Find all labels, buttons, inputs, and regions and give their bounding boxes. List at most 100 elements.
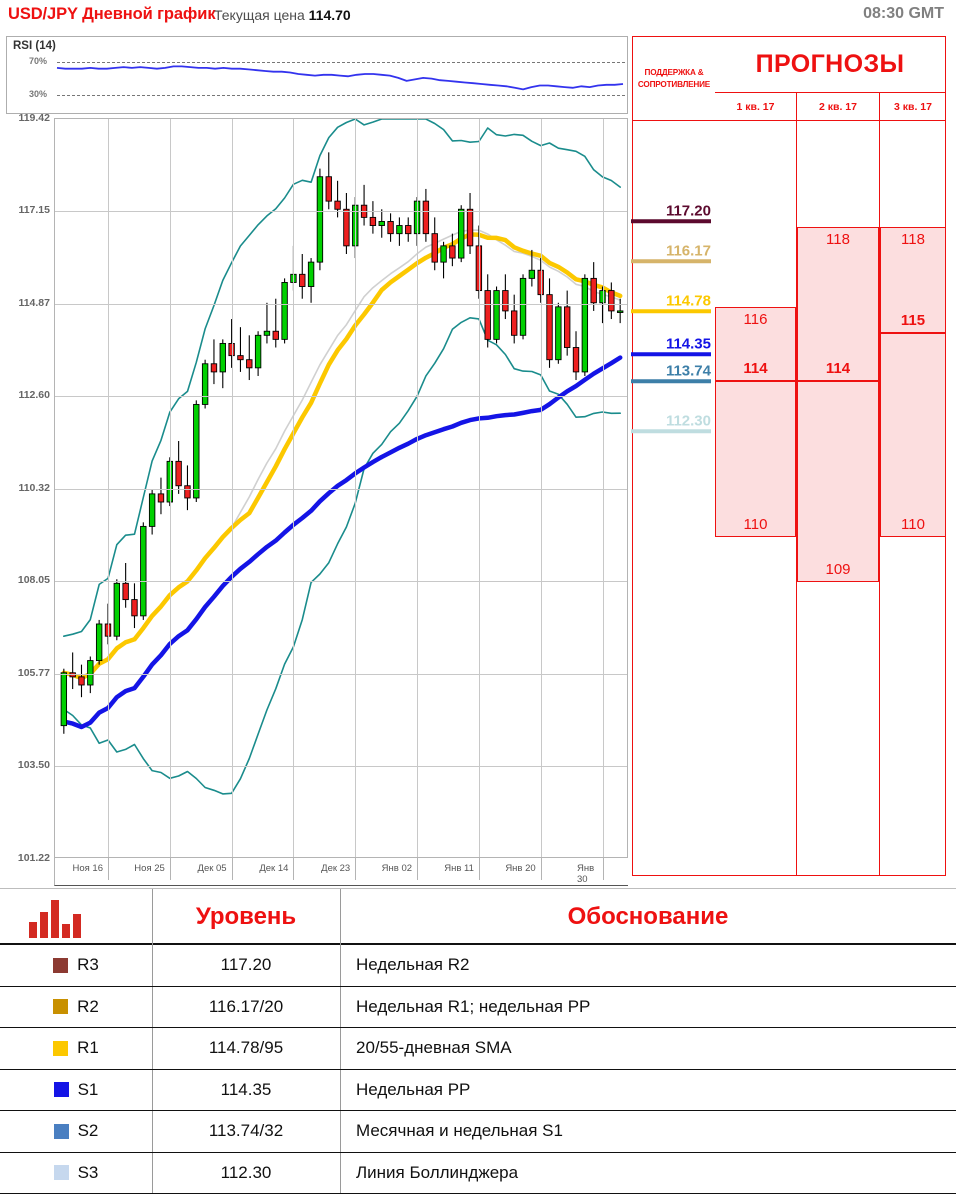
candlestick (458, 208, 465, 259)
gridline-vertical (169, 119, 171, 857)
sr-header-line1: ПОДДЕРЖКА & (644, 68, 704, 78)
column-divider (152, 945, 153, 986)
levels-table-body: R3 117.20 Недельная R2 R2 116.17/20 Недельная… (0, 945, 956, 1194)
level-reason: Месячная и недельная S1 (356, 1121, 563, 1141)
current-price: Текущая цена 114.70 (214, 7, 351, 23)
table-row[interactable]: R1 114.78/95 20/55-дневная SMA (0, 1028, 956, 1070)
level-name-cell: R1 (0, 1028, 152, 1069)
levels-table: Уровень Обоснование R3 117.20 Недельная R2… (0, 888, 956, 1195)
candlestick (299, 273, 306, 287)
sr-level: 117.20 (631, 203, 711, 223)
sr-level: 114.78 (631, 293, 711, 313)
level-name-cell: R3 (0, 945, 152, 986)
forecast-mid-line (715, 380, 796, 382)
candlestick (254, 334, 262, 369)
sr-level-value: 114.35 (665, 335, 711, 353)
level-reason: 20/55-дневная SMA (356, 1038, 512, 1058)
gridline-vertical (231, 119, 233, 857)
forecast-mid-line (797, 380, 879, 382)
level-name: S1 (77, 1079, 99, 1099)
table-row[interactable]: S1 114.35 Недельная PP (0, 1069, 956, 1111)
forecast-quarter-header: 1 кв. 17 (715, 93, 797, 121)
candlestick (219, 342, 226, 373)
level-name: S3 (77, 1162, 99, 1182)
level-reason: Недельная PP (356, 1079, 471, 1099)
table-row[interactable]: S2 113.74/32 Месячная и недельная S1 (0, 1111, 956, 1153)
gridline-vertical (478, 119, 480, 857)
x-axis-label: Ноя 25 (134, 863, 165, 874)
level-name-cell: S1 (0, 1070, 152, 1111)
rsi-label: RSI (14) (13, 40, 56, 52)
candlestick (246, 359, 253, 369)
level-value: 114.78/95 (208, 1038, 284, 1058)
x-axis-tick (478, 858, 480, 880)
forecast-range-box: 116 110 (715, 307, 796, 537)
x-axis-tick (293, 858, 295, 880)
candlestick (563, 306, 571, 348)
column-divider (340, 1111, 341, 1152)
column-divider (340, 889, 341, 945)
y-axis-label: 119.42 (18, 112, 50, 124)
column-divider (340, 1028, 341, 1069)
candlestick (528, 269, 536, 279)
x-axis-tick (355, 858, 357, 880)
x-axis: Ноя 16 Ноя 25 Дек 05 Дек 14 Дек 23 Янв 02 Янв … (54, 858, 628, 886)
forecast-quarter-header: 3 кв. 17 (880, 93, 946, 121)
sr-level-marker (631, 352, 711, 356)
forecast-column: 118 110 115 (880, 121, 946, 875)
candlestick (113, 582, 121, 637)
sr-level-value: 116.17 (665, 242, 711, 260)
rsi-tick-70: 70% (29, 56, 48, 66)
gridline-vertical (602, 119, 604, 857)
x-axis-tick (231, 858, 233, 880)
candlestick (493, 290, 500, 340)
level-reason: Линия Боллинджера (356, 1162, 519, 1182)
x-axis-label: Дек 14 (259, 863, 289, 874)
candlestick (616, 310, 624, 313)
candlestick (175, 460, 182, 487)
level-reason: Недельная R2 (356, 955, 470, 975)
y-axis-label: 117.15 (18, 204, 50, 217)
level-value: 117.20 (220, 955, 272, 975)
gridline (55, 581, 627, 583)
bar-chart-icon (26, 894, 84, 938)
candlestick (281, 282, 288, 340)
candlestick (581, 277, 589, 373)
level-value: 114.35 (220, 1079, 272, 1099)
gridline (55, 396, 627, 398)
table-row[interactable]: S3 112.30 Линия Боллинджера (0, 1152, 956, 1194)
candlestick (572, 347, 580, 373)
level-color-swatch (53, 1165, 69, 1181)
support-resistance-panel: ПОДДЕРЖКА & СОПРОТИВЛЕНИЕ 117.20 116.17 11… (631, 36, 716, 876)
price-chart: 119.42 117.15 114.87 112.60 110.32 108.05 105.… (6, 112, 628, 886)
sr-level: 112.30 (631, 413, 711, 433)
y-axis-label: 103.50 (17, 759, 50, 772)
candlestick (60, 672, 68, 727)
gridline (55, 766, 627, 768)
sr-header-line2: СОПРОТИВЛЕНИЕ (637, 79, 711, 89)
column-divider (152, 1111, 153, 1152)
forecast-mid-value: 114 (825, 360, 851, 377)
sr-header: ПОДДЕРЖКА & СОПРОТИВЛЕНИЕ (633, 37, 715, 121)
forecast-high-value: 118 (901, 231, 925, 248)
candlestick (122, 582, 129, 601)
level-value: 112.30 (220, 1162, 272, 1182)
timestamp: 08:30 GMT (863, 5, 944, 22)
gridline-vertical (355, 119, 357, 857)
rsi-tick-30: 30% (29, 89, 48, 99)
level-name: S2 (77, 1121, 99, 1141)
table-row[interactable]: R3 117.20 Недельная R2 (0, 945, 956, 987)
candlestick (316, 176, 324, 263)
candlestick (369, 216, 377, 226)
sr-level: 113.74 (631, 363, 711, 383)
forecast-low-value: 110 (743, 516, 768, 533)
y-axis-label: 112.60 (18, 389, 50, 402)
forecast-column: 116 110 114 (715, 121, 797, 875)
forecast-high-value: 118 (826, 231, 850, 248)
x-axis-label: Дек 23 (321, 863, 351, 874)
header-level: Уровень (195, 903, 297, 930)
candlestick (608, 290, 615, 312)
gridline-vertical (293, 119, 295, 857)
table-row[interactable]: R2 116.17/20 Недельная R1; недельная PP (0, 986, 956, 1028)
candlestick (201, 363, 209, 405)
